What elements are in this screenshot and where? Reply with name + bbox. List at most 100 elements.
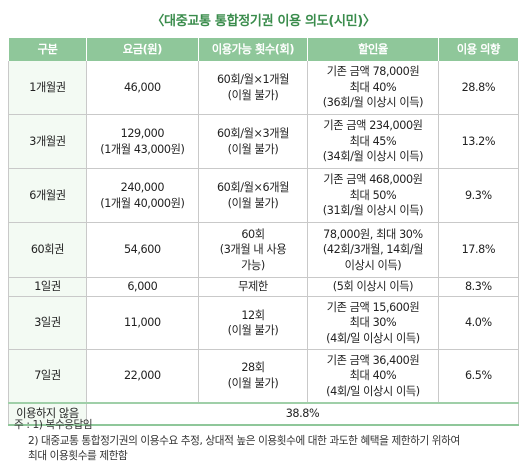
fee-line: 46,000 bbox=[123, 80, 161, 94]
count-line: (이월 불가) bbox=[227, 324, 279, 337]
row-fee: 11,000 bbox=[85, 296, 199, 350]
footnote-prefix: 주 : bbox=[14, 419, 30, 431]
count-line: (이월 불가) bbox=[227, 88, 279, 102]
count-line: 28회 bbox=[241, 361, 265, 375]
discount-line: 기존 금액 15,600원 bbox=[326, 300, 420, 314]
row-intent: 8.3% bbox=[437, 277, 520, 297]
header-discount: 할인율 bbox=[307, 38, 439, 61]
discount-line: 78,000원, 최대 30% bbox=[323, 227, 423, 241]
fee-line: 6,000 bbox=[127, 280, 158, 294]
row-intent: 6.5% bbox=[437, 349, 520, 403]
row-fee: 240,000 (1개월 40,000원) bbox=[85, 168, 199, 223]
discount-line: (34회/월 이상시 이득) bbox=[322, 150, 424, 164]
discount-line: (42회/3개월, 14회/월 bbox=[322, 243, 423, 257]
fee-line: 129,000 bbox=[120, 127, 165, 140]
header-row: 구분 요금(원) 이용가능 횟수(회) 할인율 이용 의향 bbox=[8, 38, 520, 61]
count-line: 60회/월×3개월 bbox=[216, 127, 290, 140]
discount-line: (5회 이상시 이득) bbox=[332, 280, 414, 294]
row-discount: 기존 금액 234,000원 최대 45% (34회/월 이상시 이득) bbox=[307, 114, 439, 169]
row-count: 60회 (3개월 내 사용 가능) bbox=[197, 222, 309, 278]
no-use-label: 이용하지 않음 bbox=[8, 401, 87, 426]
row-count: 무제한 bbox=[197, 277, 309, 297]
count-line: (이월 불가) bbox=[227, 142, 279, 156]
discount-line: 이상시 이득) bbox=[344, 258, 402, 272]
discount-line: 기존 금액 36,400원 bbox=[326, 353, 420, 367]
header-intent: 이용 의향 bbox=[437, 38, 520, 61]
fee-line: 22,000 bbox=[123, 369, 161, 382]
discount-line: 기존 금액 78,000원 bbox=[326, 65, 420, 79]
discount-line: 기존 금액 234,000원 bbox=[323, 119, 423, 133]
footnote-2: 2) 대중교통 통합정기권의 이용수요 추정, 상대적 높은 이용횟수에 대한 … bbox=[14, 434, 460, 450]
row-fee: 46,000 bbox=[85, 60, 199, 115]
header-count: 이용가능 횟수(회) bbox=[197, 38, 309, 61]
fee-line: 11,000 bbox=[123, 316, 161, 330]
discount-line: (4회/일 이상시 이득) bbox=[326, 331, 420, 345]
fee-line: (1개월 40,000원) bbox=[100, 196, 185, 210]
count-line: 60회/월×1개월 bbox=[216, 73, 290, 86]
table-row: 6개월권 240,000 (1개월 40,000원) 60회/월×6개월 (이월 불… bbox=[8, 168, 520, 223]
row-type: 60회권 bbox=[8, 222, 87, 278]
count-line: (이월 불가) bbox=[227, 196, 279, 210]
row-intent: 13.2% bbox=[437, 114, 520, 169]
no-use-value: 38.8% bbox=[85, 401, 520, 426]
row-type: 7일권 bbox=[8, 349, 87, 403]
discount-line: (31회/월 이상시 이득) bbox=[322, 204, 424, 218]
discount-line: 최대 45% bbox=[349, 134, 397, 148]
footnote-2b-text: 최대 이용횟수를 제한함 bbox=[28, 450, 128, 462]
discount-line: 최대 50% bbox=[349, 188, 397, 202]
discount-line: 최대 40% bbox=[349, 369, 397, 382]
discount-line: 최대 40% bbox=[349, 80, 397, 94]
count-line: 60회 bbox=[241, 227, 265, 241]
count-line: 12회 bbox=[241, 308, 265, 322]
row-type: 6개월권 bbox=[8, 168, 87, 223]
count-line: (3개월 내 사용 bbox=[219, 243, 287, 257]
count-line: 가능) bbox=[241, 258, 265, 272]
row-intent: 4.0% bbox=[437, 296, 520, 350]
row-count: 60회/월×3개월 (이월 불가) bbox=[197, 114, 309, 169]
row-fee: 22,000 bbox=[85, 349, 199, 403]
count-line: (이월 불가) bbox=[227, 376, 279, 390]
row-discount: (5회 이상시 이득) bbox=[307, 277, 439, 297]
row-count: 28회 (이월 불가) bbox=[197, 349, 309, 403]
row-discount: 78,000원, 최대 30% (42회/3개월, 14회/월 이상시 이득) bbox=[307, 222, 439, 278]
row-fee: 6,000 bbox=[85, 277, 199, 297]
footnotes: 주 : 1) 복수응답임 2) 대중교통 통합정기권의 이용수요 추정, 상대적… bbox=[14, 418, 460, 465]
row-type: 1일권 bbox=[8, 277, 87, 297]
count-line: 무제한 bbox=[238, 280, 268, 294]
discount-line: 최대 30% bbox=[349, 316, 397, 330]
table-row: 60회권 54,600 60회 (3개월 내 사용 가능) 78,000원, 최대 … bbox=[8, 222, 520, 278]
table-row-no-use: 이용하지 않음 38.8% bbox=[8, 401, 520, 426]
footnote-2-text: 2) 대중교통 통합정기권의 이용수요 추정, 상대적 높은 이용횟수에 대한 … bbox=[28, 434, 460, 447]
row-discount: 기존 금액 78,000원 최대 40% (36회/월 이상시 이득) bbox=[307, 60, 439, 115]
row-intent: 28.8% bbox=[437, 60, 520, 115]
row-fee: 54,600 bbox=[85, 222, 199, 278]
row-type: 3일권 bbox=[8, 296, 87, 350]
fee-line: 54,600 bbox=[123, 243, 161, 257]
footnote-1: 주 : 1) 복수응답임 bbox=[14, 418, 460, 434]
row-discount: 기존 금액 468,000원 최대 50% (31회/월 이상시 이득) bbox=[307, 168, 439, 223]
footnote-1-text: 1) 복수응답임 bbox=[32, 419, 93, 431]
row-type: 3개월권 bbox=[8, 114, 87, 169]
row-type: 1개월권 bbox=[8, 60, 87, 115]
fee-line: (1개월 43,000원) bbox=[100, 142, 185, 156]
row-count: 60회/월×6개월 (이월 불가) bbox=[197, 168, 309, 223]
count-line: 60회/월×6개월 bbox=[216, 181, 290, 194]
table-row: 1개월권 46,000 60회/월×1개월 (이월 불가) 기존 금액 78,00… bbox=[8, 60, 520, 115]
header-fee: 요금(원) bbox=[85, 38, 199, 61]
table-row: 3개월권 129,000 (1개월 43,000원) 60회/월×3개월 (이월 불… bbox=[8, 114, 520, 169]
fee-line: 240,000 bbox=[120, 181, 165, 194]
discount-line: 기존 금액 468,000원 bbox=[323, 173, 423, 187]
discount-line: (4회/일 이상시 이득) bbox=[326, 384, 420, 398]
footnote-2-cont: 최대 이용횟수를 제한함 bbox=[14, 449, 460, 465]
pass-intent-table: 구분 요금(원) 이용가능 횟수(회) 할인율 이용 의향 1개월권 46,00… bbox=[8, 38, 520, 426]
row-intent: 17.8% bbox=[437, 222, 520, 278]
row-fee: 129,000 (1개월 43,000원) bbox=[85, 114, 199, 169]
row-count: 12회 (이월 불가) bbox=[197, 296, 309, 350]
row-intent: 9.3% bbox=[437, 168, 520, 223]
table-title: 〈대중교통 통합정기권 이용 의도(시민)〉 bbox=[151, 14, 376, 29]
header-type: 구분 bbox=[8, 38, 87, 61]
